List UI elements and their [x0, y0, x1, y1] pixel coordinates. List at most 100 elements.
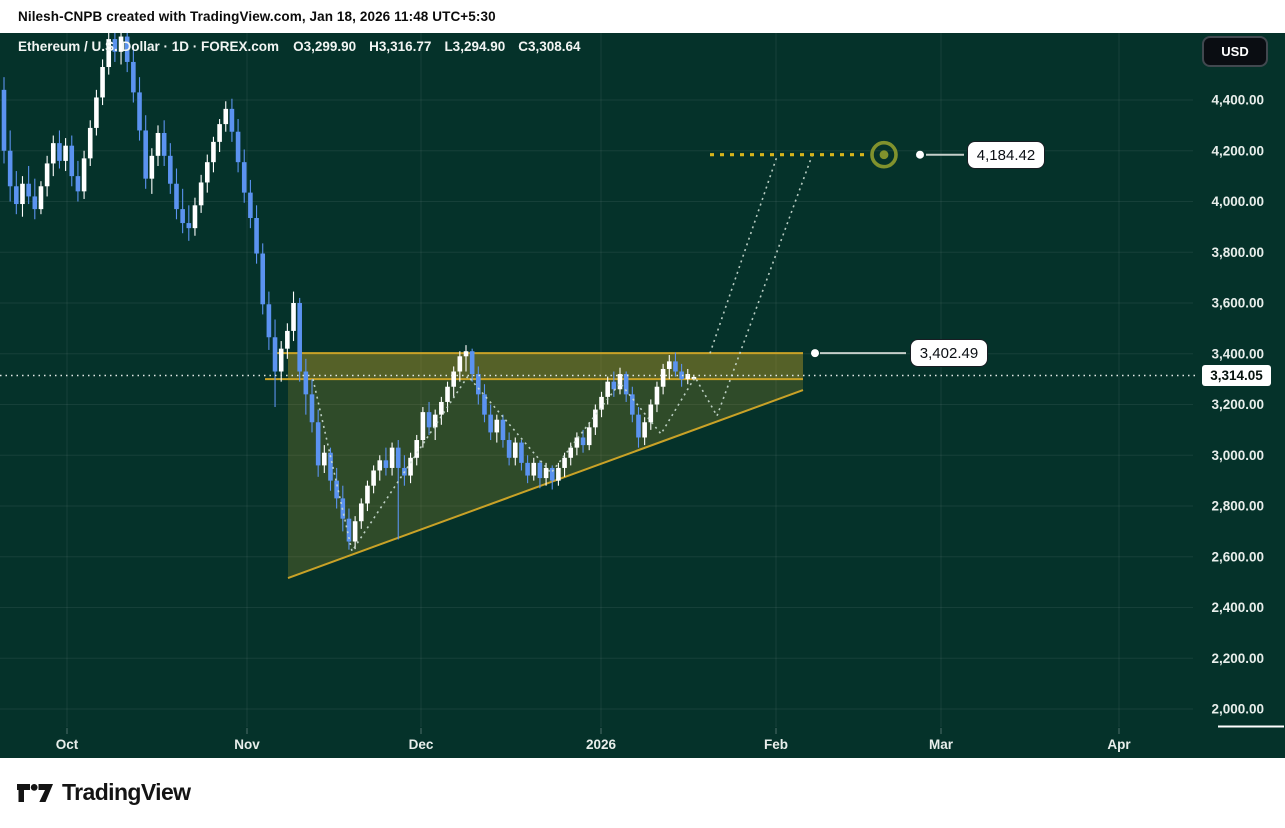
currency-usd-label: USD — [1221, 44, 1249, 59]
price-tick-label: 2,800.00 — [1211, 499, 1264, 514]
candle-body — [679, 371, 684, 380]
time-tick-label: 2026 — [586, 737, 617, 752]
zigzag-projection-line[interactable] — [312, 155, 813, 554]
candle-body — [32, 196, 38, 210]
candle-body — [543, 467, 549, 479]
candle-body — [7, 150, 13, 187]
candle-body — [315, 422, 321, 466]
price-tick-label: 4,200.00 — [1211, 143, 1264, 158]
candle-body — [358, 503, 364, 522]
candle-body — [666, 361, 672, 369]
candle-body — [562, 457, 567, 468]
price-axis[interactable]: 4,400.00 4,200.00 4,000.00 3,800.00 3,600.00… — [1211, 93, 1264, 717]
candle-body — [254, 217, 259, 254]
candle-body — [322, 452, 327, 466]
candle-body — [395, 447, 401, 468]
candle-body — [309, 394, 315, 423]
candle-body — [556, 467, 561, 481]
candle-body — [81, 158, 87, 192]
candle-body — [636, 414, 641, 438]
target-circle-icon[interactable] — [870, 140, 898, 169]
currency-usd-button[interactable]: USD — [1202, 36, 1268, 67]
candle-body — [463, 351, 469, 357]
pattern-rising-trendline[interactable] — [287, 389, 804, 580]
candle-body — [346, 518, 352, 542]
price-tick-label: 4,000.00 — [1211, 194, 1264, 209]
resistance-marker[interactable] — [811, 349, 906, 358]
target-level-drawing[interactable] — [710, 140, 964, 169]
price-tick-label: 4,400.00 — [1211, 93, 1264, 108]
candle-body — [20, 183, 25, 205]
resistance-price-label[interactable]: 3,402.49 — [910, 339, 988, 367]
chart-legend[interactable]: Ethereum / U.S. Dollar · 1D · FOREX.com … — [18, 39, 581, 54]
price-tick-label: 2,000.00 — [1211, 702, 1264, 717]
candle-body — [654, 386, 660, 405]
candle-body — [568, 447, 574, 458]
candle-body — [297, 303, 302, 372]
candle-body — [599, 396, 604, 410]
last-price-value: 3,314.05 — [1210, 368, 1263, 383]
projection-path-drawing[interactable] — [312, 155, 813, 554]
candle-body — [352, 521, 358, 542]
candle-body — [149, 155, 155, 179]
candlestick-series — [1, 33, 697, 550]
candle-body — [106, 39, 112, 68]
candle-body — [223, 108, 229, 125]
resistance-band-fill — [288, 353, 803, 380]
time-tick-label: Nov — [234, 737, 260, 752]
candle-body — [482, 394, 487, 415]
target-circle-dot — [879, 150, 889, 160]
candle-body — [44, 163, 50, 187]
time-tick-label: Feb — [764, 737, 788, 752]
breakout-projection-line[interactable] — [709, 156, 778, 354]
candle-body — [673, 361, 678, 372]
watermark-text: Nilesh-CNPB created with TradingView.com… — [18, 9, 496, 24]
candle-body — [365, 485, 370, 504]
candle-body — [660, 368, 666, 387]
candle-body — [186, 223, 192, 229]
candle-body — [519, 442, 524, 463]
candle-body — [408, 457, 413, 476]
candle-body — [235, 131, 241, 163]
target-anchor-dot[interactable] — [916, 150, 924, 159]
candle-body — [494, 419, 500, 433]
candle-body — [75, 176, 81, 192]
candle-body — [512, 442, 518, 458]
candle-body — [537, 462, 543, 479]
candle-body — [100, 67, 105, 98]
candle-body — [451, 371, 456, 387]
candle-body — [426, 412, 432, 428]
close-value: C3,308.64 — [518, 39, 581, 54]
candle-body — [593, 409, 598, 428]
resistance-anchor-dot[interactable] — [811, 349, 819, 358]
candle-body — [248, 192, 253, 218]
candle-body — [192, 205, 198, 229]
candle-body — [574, 437, 580, 448]
candle-body — [260, 253, 266, 305]
price-tick-label: 2,600.00 — [1211, 549, 1264, 564]
candle-body — [414, 440, 420, 458]
price-tick-label: 2,400.00 — [1211, 600, 1264, 615]
price-tick-label: 2,200.00 — [1211, 651, 1264, 666]
candle-body — [57, 143, 62, 161]
candle-body — [272, 337, 278, 372]
candle-body — [525, 462, 530, 476]
tradingview-logo-icon — [17, 783, 53, 802]
time-tick-label: Dec — [409, 737, 434, 752]
candle-body — [389, 447, 395, 468]
candle-body — [586, 427, 592, 446]
candle-body — [241, 162, 247, 193]
candle-body — [174, 183, 179, 210]
candle-body — [303, 371, 309, 395]
time-axis[interactable]: Oct Nov Dec 2026 Feb Mar Apr — [56, 728, 1132, 752]
target-price-label[interactable]: 4,184.42 — [967, 141, 1045, 169]
low-value: L3,294.90 — [444, 39, 506, 54]
candle-body — [642, 422, 647, 438]
candle-body — [371, 470, 376, 486]
time-tick-label: Oct — [56, 737, 79, 752]
candle-body — [531, 462, 537, 476]
tradingview-logo[interactable]: TradingView — [17, 779, 191, 806]
candle-body — [118, 36, 124, 52]
candle-body — [506, 440, 512, 458]
